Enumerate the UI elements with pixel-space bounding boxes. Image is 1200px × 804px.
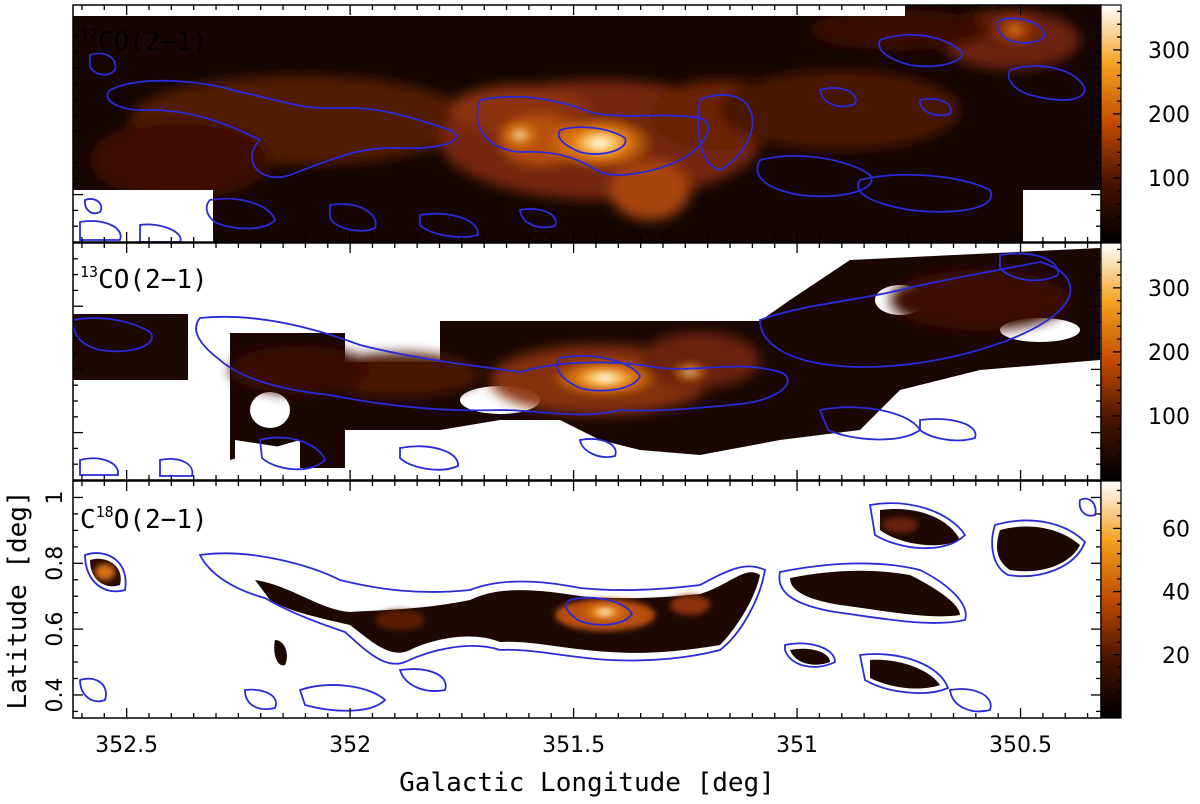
colorbar-tick-label: 300 bbox=[1148, 39, 1190, 64]
panel-c18o-label-sup: 18 bbox=[96, 503, 114, 521]
colorbar-13co bbox=[1100, 242, 1122, 481]
colorbar-tick-label: 100 bbox=[1148, 167, 1190, 192]
panel-c18o-label-main: O(2−1) bbox=[114, 505, 208, 535]
panel-13co-label: 13CO(2−1) bbox=[80, 263, 208, 295]
colorbar-tick-label: 40 bbox=[1162, 581, 1190, 606]
panel-12co-nodata-left bbox=[73, 190, 213, 242]
panel-12co-emission bbox=[90, 10, 1080, 220]
panel-12co-nodata-topstrip bbox=[73, 5, 905, 16]
y-tick-label: 0.8 bbox=[43, 546, 68, 581]
colorbar-tick-label: 100 bbox=[1148, 405, 1190, 430]
panel-c18o-label: C18O(2−1) bbox=[80, 503, 208, 535]
panel-12co-nodata-right bbox=[1023, 190, 1101, 242]
panel-c18o bbox=[73, 481, 1101, 718]
colorbar-tick-label: 200 bbox=[1148, 103, 1190, 128]
colorbar-tick-label: 200 bbox=[1148, 341, 1190, 366]
x-tick-label: 351 bbox=[776, 733, 818, 758]
colorbar-tick-label: 60 bbox=[1162, 517, 1190, 542]
panel-c18o-contours bbox=[79, 497, 1097, 713]
panel-12co-label: 12CO(2−1) bbox=[80, 25, 208, 57]
x-tick-label: 352 bbox=[329, 733, 371, 758]
y-tick-label: 0.4 bbox=[43, 677, 68, 712]
panel-12co-contours bbox=[79, 17, 1086, 242]
colorbar-tick-label: 300 bbox=[1148, 277, 1190, 302]
panel-13co-emission bbox=[73, 248, 1100, 468]
panel-13co-contours bbox=[73, 252, 1072, 477]
x-tick-label: 351.5 bbox=[542, 733, 605, 758]
colorbar-12co bbox=[1100, 4, 1122, 243]
panel-c18o-label-pre: C bbox=[80, 505, 96, 535]
panel-13co-label-sup: 13 bbox=[80, 263, 98, 281]
panel-12co-label-main: CO(2−1) bbox=[98, 27, 208, 57]
panel-13co-label-main: CO(2−1) bbox=[98, 265, 208, 295]
y-axis-title: Latitude [deg] bbox=[3, 490, 33, 709]
panel-12co-label-sup: 12 bbox=[80, 25, 98, 43]
y-tick-label: 0.6 bbox=[43, 612, 68, 647]
colorbar-c18o bbox=[1100, 480, 1122, 719]
y-tick-label: 1 bbox=[43, 490, 68, 504]
colorbar-tick-label: 20 bbox=[1162, 644, 1190, 669]
x-tick-label: 352.5 bbox=[95, 733, 158, 758]
x-axis-title: Galactic Longitude [deg] bbox=[399, 768, 775, 798]
panel-c18o-emission bbox=[90, 509, 1080, 689]
x-tick-label: 350.5 bbox=[989, 733, 1052, 758]
panel-12co bbox=[73, 5, 1101, 242]
panel-13co bbox=[73, 243, 1101, 480]
ticks-layer: 352.5 352 351.5 351 350.5 0.4 0.6 0.8 1 100 200 300… bbox=[43, 5, 1190, 758]
